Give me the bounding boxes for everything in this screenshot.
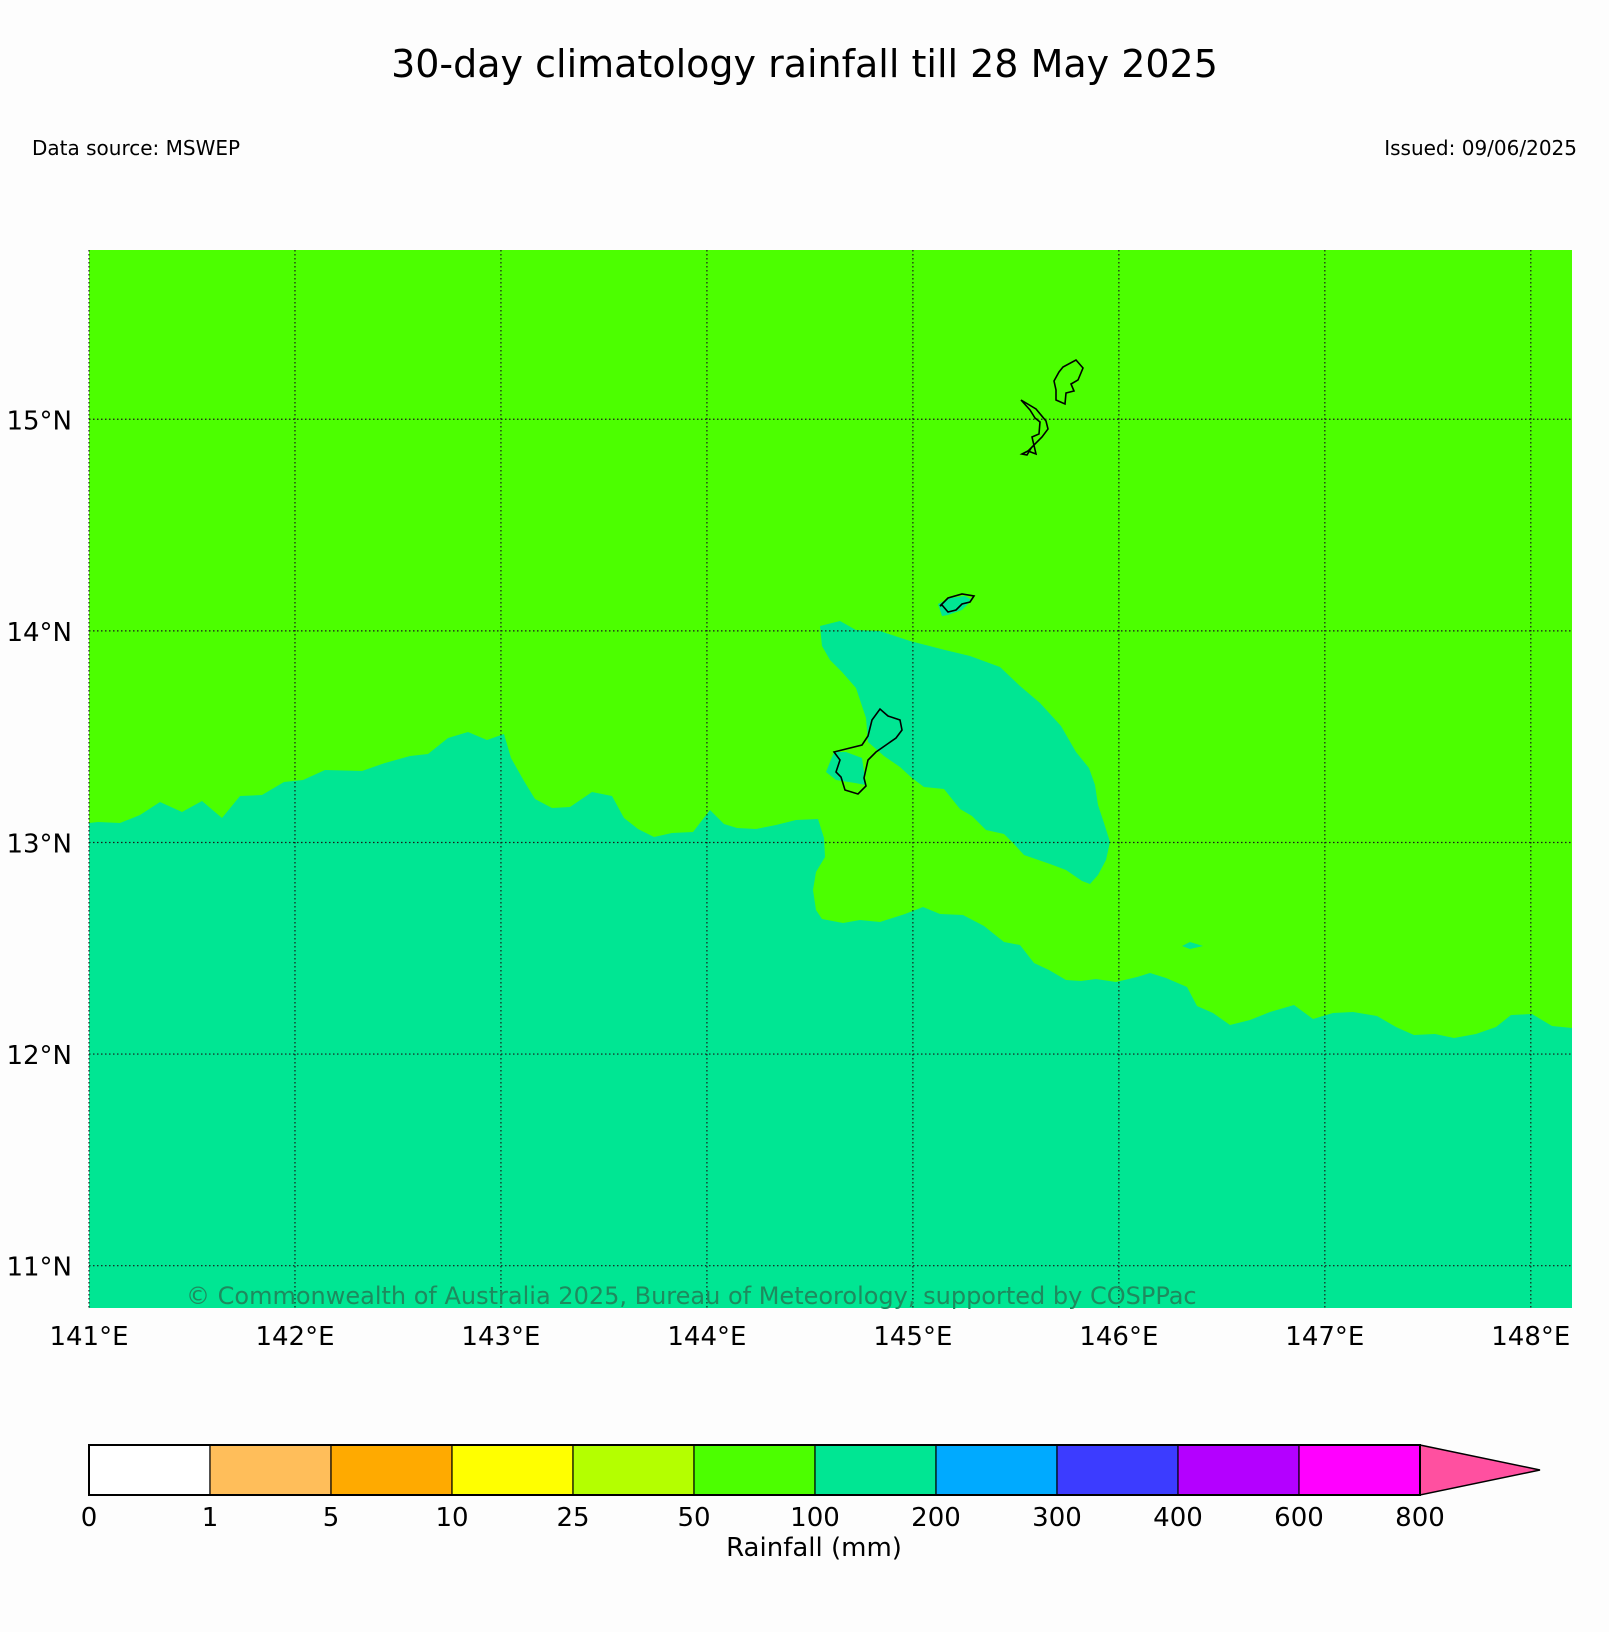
rota-coastline (939, 593, 976, 613)
colorbar-tick-label: 200 (911, 1503, 961, 1533)
colorbar-swatch (451, 1444, 574, 1496)
map-gridlines (88, 250, 1572, 1308)
colorbar-swatch (1056, 1444, 1179, 1496)
latitude-tick-label: 13°N (6, 829, 72, 859)
latitude-tick-label: 15°N (6, 406, 72, 436)
copyright-notice: © Commonwealth of Australia 2025, Bureau… (186, 1282, 1197, 1310)
saipan-coastline (1053, 358, 1084, 406)
colorbar-tick-label: 5 (323, 1503, 340, 1533)
colorbar-swatch (572, 1444, 695, 1496)
colorbar-outline (88, 1444, 1421, 1496)
colorbar-swatch (330, 1444, 453, 1496)
longitude-labels: 141°E 142°E 143°E 144°E 145°E 146°E 147°E 148°E (49, 1322, 1570, 1352)
longitude-tick-label: 142°E (255, 1322, 334, 1352)
colorbar-extend-arrow (1419, 1444, 1541, 1496)
colorbar-tick-label: 300 (1032, 1503, 1082, 1533)
colorbar-tick-label: 400 (1153, 1503, 1203, 1533)
issued-date-label: Issued: 09/06/2025 (1384, 136, 1577, 160)
map-panel: © Commonwealth of Australia 2025, Bureau… (88, 250, 1572, 1310)
farallon-coastline (1019, 448, 1033, 456)
colorbar-tick-label: 10 (435, 1503, 468, 1533)
colorbar-tick-label: 600 (1274, 1503, 1324, 1533)
colorbar-swatch (814, 1444, 937, 1496)
rainfall-region-100-200-north (820, 621, 1110, 884)
colorbar-tick-label: 25 (556, 1503, 589, 1533)
colorbar-tick-label: 100 (790, 1503, 840, 1533)
latitude-tick-label: 12°N (6, 1041, 72, 1071)
longitude-tick-label: 147°E (1285, 1322, 1364, 1352)
longitude-tick-label: 148°E (1491, 1322, 1570, 1352)
colorbar-swatch (88, 1444, 211, 1496)
longitude-tick-label: 141°E (49, 1322, 128, 1352)
longitude-tick-label: 143°E (461, 1322, 540, 1352)
colorbar-swatch (1298, 1444, 1421, 1496)
colorbar-tick-label: 1 (202, 1503, 219, 1533)
longitude-tick-label: 145°E (873, 1322, 952, 1352)
colorbar: 0 1 5 10 25 50 100 200 300 400 600 800 (81, 1444, 1541, 1533)
longitude-tick-label: 144°E (667, 1322, 746, 1352)
colorbar-label: Rainfall (mm) (726, 1533, 902, 1563)
data-source-label: Data source: MSWEP (32, 136, 241, 160)
rainfall-region-100-200-guam-west (826, 752, 866, 785)
longitude-tick-label: 146°E (1079, 1322, 1158, 1352)
chart-title: 30-day climatology rainfall till 28 May … (391, 42, 1218, 86)
colorbar-tick-label: 800 (1395, 1503, 1445, 1533)
rainfall-region-100-200-south (89, 732, 1572, 1308)
tinian-coastline (1020, 399, 1049, 456)
colorbar-swatch (209, 1444, 332, 1496)
colorbar-tick-label: 50 (677, 1503, 710, 1533)
coastlines (832, 358, 1084, 795)
colorbar-tick-label: 0 (81, 1503, 98, 1533)
rainfall-region-100-200-islet (1182, 942, 1203, 949)
latitude-tick-label: 14°N (6, 618, 72, 648)
colorbar-swatch (935, 1444, 1058, 1496)
latitude-labels: 11°N 12°N 13°N 14°N 15°N (6, 406, 72, 1282)
colorbar-swatch (1177, 1444, 1300, 1496)
latitude-tick-label: 11°N (6, 1253, 72, 1283)
colorbar-swatch (693, 1444, 816, 1496)
guam-coastline (832, 707, 903, 795)
